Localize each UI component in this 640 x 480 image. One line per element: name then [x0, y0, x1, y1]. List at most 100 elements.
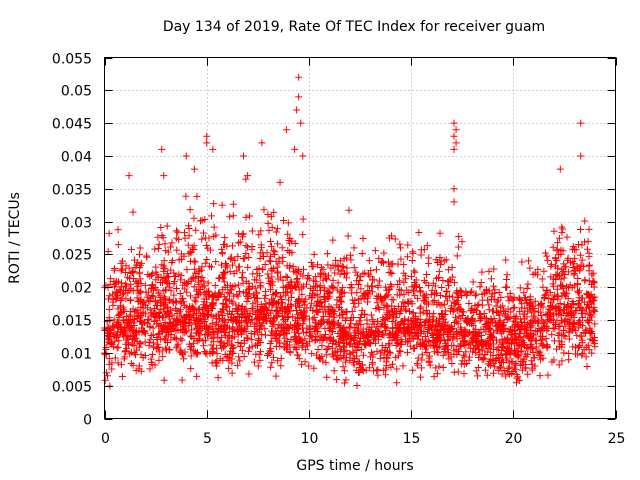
data-point: [450, 198, 458, 206]
data-point: [268, 337, 276, 345]
data-point: [294, 321, 302, 329]
data-point: [582, 353, 590, 361]
data-point: [518, 337, 526, 345]
data-point: [338, 298, 346, 306]
data-point: [590, 307, 598, 315]
data-point: [313, 261, 321, 269]
data-point: [104, 324, 112, 332]
data-point: [348, 308, 356, 316]
data-point: [272, 228, 280, 236]
data-point: [321, 270, 329, 278]
data-point: [346, 251, 354, 259]
data-point: [526, 342, 534, 350]
data-point: [256, 306, 264, 314]
data-point: [203, 241, 211, 249]
data-point: [213, 350, 221, 358]
data-point: [283, 262, 291, 270]
data-point: [235, 353, 243, 361]
data-point: [158, 327, 166, 335]
data-point: [389, 260, 397, 268]
data-point: [322, 359, 330, 367]
data-point: [589, 269, 597, 277]
data-point: [218, 305, 226, 313]
data-point: [421, 298, 429, 306]
data-point: [343, 314, 351, 322]
data-point: [563, 283, 571, 291]
data-point: [526, 295, 534, 303]
data-point: [209, 313, 217, 321]
data-point: [323, 275, 331, 283]
data-point: [554, 239, 562, 247]
data-point: [158, 313, 166, 321]
data-point: [253, 295, 261, 303]
data-point: [104, 248, 112, 256]
data-point: [360, 310, 368, 318]
data-point: [172, 344, 180, 352]
data-point: [465, 300, 473, 308]
data-point: [503, 338, 511, 346]
data-point: [339, 263, 347, 271]
data-point: [329, 325, 337, 333]
data-point: [550, 337, 558, 345]
data-point: [524, 370, 532, 378]
data-point: [118, 330, 126, 338]
data-point: [334, 319, 342, 327]
data-point: [559, 309, 567, 317]
data-point: [349, 296, 357, 304]
data-point: [470, 328, 478, 336]
data-point: [242, 175, 250, 183]
data-point: [484, 296, 492, 304]
data-point: [238, 311, 246, 319]
data-point: [512, 360, 520, 368]
data-point: [270, 297, 278, 305]
data-point: [316, 321, 324, 329]
data-point: [474, 364, 482, 372]
data-point: [284, 230, 292, 238]
data-point: [242, 249, 250, 257]
data-point: [234, 331, 242, 339]
data-point: [160, 172, 168, 180]
data-point: [485, 360, 493, 368]
data-point: [224, 289, 232, 297]
data-point: [129, 305, 137, 313]
data-point: [336, 257, 344, 265]
data-point: [200, 282, 208, 290]
data-point: [450, 333, 458, 341]
data-point: [475, 301, 483, 309]
data-point: [128, 269, 136, 277]
data-point: [268, 242, 276, 250]
data-point: [521, 294, 529, 302]
data-point: [277, 362, 285, 370]
data-point: [536, 372, 544, 380]
data-point: [370, 367, 378, 375]
data-point: [166, 297, 174, 305]
data-point: [339, 363, 347, 371]
data-point: [396, 277, 404, 285]
data-point: [565, 356, 573, 364]
data-point: [526, 303, 534, 311]
data-point: [585, 225, 593, 233]
data-point: [143, 253, 151, 261]
data-point: [574, 287, 582, 295]
data-point: [314, 345, 322, 353]
data-point: [396, 240, 404, 248]
data-point: [578, 256, 586, 264]
data-point: [122, 269, 130, 277]
data-point: [144, 304, 152, 312]
data-point: [264, 307, 272, 315]
data-point: [321, 303, 329, 311]
data-point: [590, 296, 598, 304]
data-point: [393, 379, 401, 387]
data-point: [291, 317, 299, 325]
data-point: [284, 288, 292, 296]
data-point: [281, 303, 289, 311]
data-point: [485, 301, 493, 309]
data-point: [336, 338, 344, 346]
data-point: [267, 237, 275, 245]
data-point: [415, 228, 423, 236]
data-point: [225, 354, 233, 362]
data-point: [274, 275, 282, 283]
data-point: [114, 305, 122, 313]
data-point: [365, 338, 373, 346]
data-point: [304, 342, 312, 350]
